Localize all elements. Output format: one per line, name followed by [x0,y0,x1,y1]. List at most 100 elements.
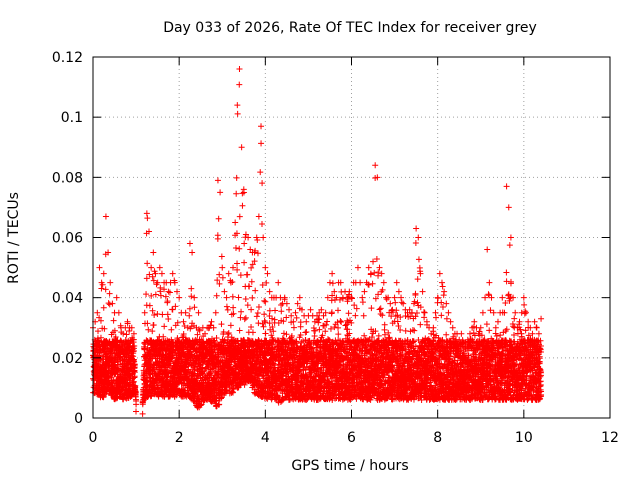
data-point [107,279,114,286]
data-point [102,286,109,293]
data-point [244,271,251,278]
data-point [150,321,157,328]
data-point [335,307,342,314]
data-point [352,312,359,319]
data-point [241,240,248,247]
data-point [272,307,279,314]
data-point [106,301,113,308]
data-point [224,306,231,313]
data-point [123,331,130,338]
data-point [149,307,156,314]
data-point [120,330,127,337]
data-point [169,306,176,313]
data-point [109,380,116,387]
data-point [286,306,293,313]
data-point [266,307,273,314]
data-point [100,270,107,277]
data-point [217,189,224,196]
data-point [105,249,112,256]
data-point [165,316,172,323]
data-point [225,329,232,336]
data-point [176,294,183,301]
data-point [145,326,152,333]
data-point [98,279,105,286]
data-point [232,219,239,226]
data-point [96,264,103,271]
data-point [161,323,168,330]
data-point [157,292,164,299]
data-point [100,304,107,311]
data-point [315,315,322,322]
data-point [248,324,255,331]
data-point [312,327,319,334]
data-point [258,140,265,147]
data-point [234,110,241,117]
data-point [234,102,241,109]
data-point [255,213,262,220]
data-point [249,329,256,336]
data-point [255,304,262,311]
data-point [182,309,189,316]
data-point [278,301,285,308]
data-point [236,245,243,252]
data-point [310,325,317,332]
data-point [239,190,246,197]
data-point [296,294,303,301]
data-point [130,379,137,386]
data-point [354,264,361,271]
data-point [262,298,269,305]
data-point [102,213,109,220]
data-point [254,310,261,317]
data-point [105,300,112,307]
data-point [232,244,239,251]
data-point [234,260,241,267]
data-point [218,253,225,260]
data-point [307,306,314,313]
data-point [188,293,195,300]
data-point [293,314,300,321]
data-point [106,290,113,297]
data-point [122,336,129,343]
data-point [242,295,249,302]
data-point [108,349,115,356]
data-point [238,308,245,315]
data-point [253,313,260,320]
data-point [262,330,269,337]
data-point [292,309,299,316]
data-point [164,311,171,318]
data-point [143,291,150,298]
data-point [141,309,148,316]
data-point [290,324,297,331]
data-point [216,271,223,278]
data-point [219,274,226,281]
data-point [144,260,151,267]
data-point [258,123,265,130]
data-point [218,321,225,328]
data-point [154,311,161,318]
data-point [326,279,333,286]
data-point [212,309,219,316]
data-point [157,284,164,291]
data-point [241,259,248,266]
data-point [221,288,228,295]
data-point [239,202,246,209]
data-point [133,401,140,408]
data-point [191,294,198,301]
data-point [297,323,304,330]
data-point [115,309,122,316]
data-point [275,279,282,286]
data-point [124,318,131,325]
data-point [159,311,166,318]
data-point [255,320,262,327]
data-point [139,410,146,417]
data-point [144,215,151,222]
data-point [214,235,221,242]
data-point [150,249,157,256]
data-point [337,318,344,325]
data-point [345,310,352,317]
data-point [152,291,159,298]
data-point [236,81,243,88]
data-point [242,314,249,321]
data-point [324,318,331,325]
data-point [248,278,255,285]
